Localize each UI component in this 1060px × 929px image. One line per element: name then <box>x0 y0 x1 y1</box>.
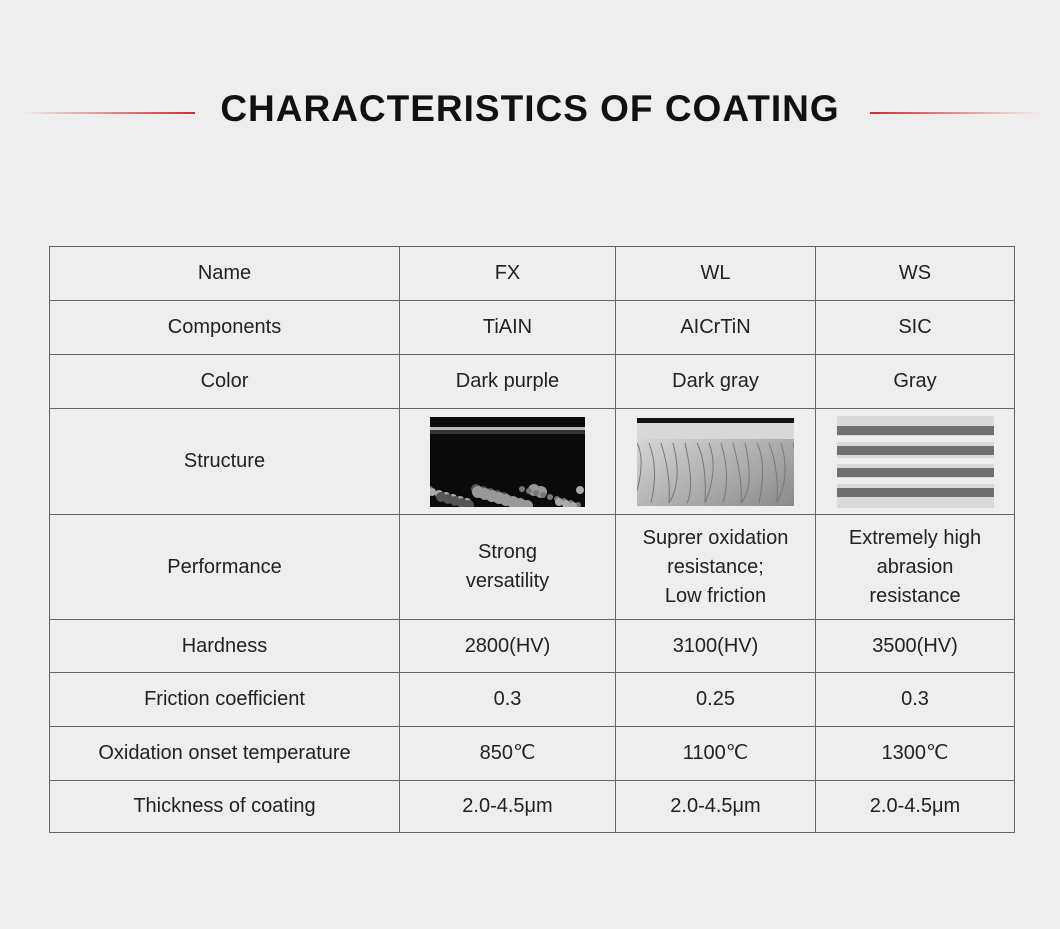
table-cell: Dark gray <box>615 354 816 409</box>
table-cell: Thickness of coating <box>49 780 400 833</box>
table-cell: 3500(HV) <box>815 619 1015 673</box>
table-cell: FX <box>399 246 616 301</box>
table-cell: Dark purple <box>399 354 616 409</box>
table-cell: Structure <box>49 408 400 515</box>
coating-table: Name FX WL WS Components TiAIN AICrTiN SIC Color… <box>49 246 1015 833</box>
structure-image <box>616 417 815 506</box>
structure-cell <box>815 408 1015 515</box>
structure-cell <box>615 408 816 515</box>
structure-cell <box>399 408 616 515</box>
structure-image <box>816 415 1014 508</box>
table-row: Friction coefficient 0.3 0.25 0.3 <box>49 672 1015 727</box>
table-row: Color Dark purple Dark gray Gray <box>49 354 1015 409</box>
table-cell: WL <box>615 246 816 301</box>
table-row: Oxidation onset temperature 850℃ 1100℃ 1300… <box>49 726 1015 781</box>
table-cell: 2.0-4.5μm <box>615 780 816 833</box>
table-cell: Color <box>49 354 400 409</box>
table-row: Thickness of coating 2.0-4.5μm 2.0-4.5μm 2.… <box>49 780 1015 833</box>
table-row: Structure <box>49 408 1015 515</box>
table-cell: Hardness <box>49 619 400 673</box>
title-rule <box>20 112 195 114</box>
table-cell: 3100(HV) <box>615 619 816 673</box>
table-cell: Gray <box>815 354 1015 409</box>
table-cell: 2.0-4.5μm <box>399 780 616 833</box>
table-cell: 0.3 <box>399 672 616 727</box>
table-cell: Extremely high abrasion resistance <box>815 514 1015 620</box>
table-cell: 1100℃ <box>615 726 816 781</box>
table-cell: Strong versatility <box>399 514 616 620</box>
title: CHARACTERISTICS OF COATING <box>220 88 840 129</box>
table-cell: SIC <box>815 300 1015 355</box>
table-cell: 1300℃ <box>815 726 1015 781</box>
table-cell: WS <box>815 246 1015 301</box>
table-cell: 0.25 <box>615 672 816 727</box>
table-cell: Name <box>49 246 400 301</box>
table-cell: Components <box>49 300 400 355</box>
table-cell: 2800(HV) <box>399 619 616 673</box>
table-row: Hardness 2800(HV) 3100(HV) 3500(HV) <box>49 619 1015 673</box>
title-rule <box>870 112 1040 114</box>
table-cell: AICrTiN <box>615 300 816 355</box>
structure-image <box>400 416 615 512</box>
table-cell: TiAIN <box>399 300 616 355</box>
table-row: Performance Strong versatility Suprer oxid… <box>49 514 1015 620</box>
table-cell: Suprer oxidation resistance; Low frictio… <box>615 514 816 620</box>
table-row: Name FX WL WS <box>49 246 1015 301</box>
table-cell: 0.3 <box>815 672 1015 727</box>
table-cell: Performance <box>49 514 400 620</box>
table-cell: Friction coefficient <box>49 672 400 727</box>
table-cell: Oxidation onset temperature <box>49 726 400 781</box>
table-cell: 850℃ <box>399 726 616 781</box>
table-cell: 2.0-4.5μm <box>815 780 1015 833</box>
table-row: Components TiAIN AICrTiN SIC <box>49 300 1015 355</box>
